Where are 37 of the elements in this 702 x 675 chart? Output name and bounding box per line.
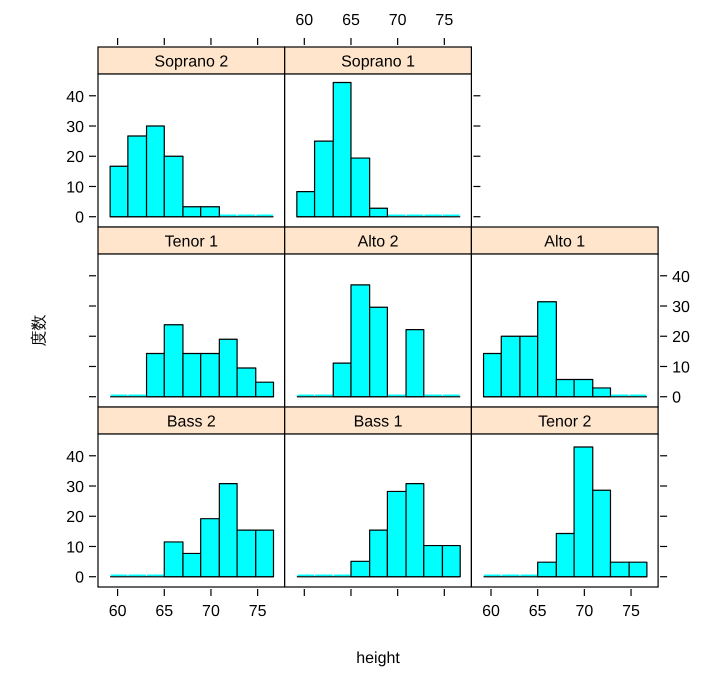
y-tick-label: 40: [672, 268, 690, 286]
chart-title: Soprano 2: [154, 54, 228, 70]
x-tick-label: 70: [202, 603, 220, 620]
y-tick-label: 10: [66, 539, 84, 556]
chart-title: Tenor 1: [164, 234, 218, 250]
x-tick-label: 65: [155, 603, 174, 620]
y-tick-label: 40: [66, 448, 84, 466]
x-tick-label: 75: [435, 12, 454, 29]
chart-title: Tenor 2: [538, 414, 592, 430]
y-tick-label: 30: [66, 119, 84, 136]
x-tick-label: 65: [528, 603, 547, 620]
y-tick-label: 30: [66, 479, 84, 496]
x-tick-label: 60: [295, 12, 314, 29]
y-tick-label: 0: [75, 570, 84, 587]
y-tick-label: 30: [672, 299, 690, 316]
chart-title: Alto 2: [358, 234, 399, 250]
y-axis-title: 度数: [30, 314, 48, 346]
y-tick-label: 0: [672, 390, 682, 407]
chart-title: Bass 1: [354, 414, 403, 430]
y-tick-label: 40: [66, 88, 84, 106]
chart-title: Bass 2: [166, 414, 216, 430]
y-tick-label: 20: [672, 329, 690, 346]
x-tick-label: 70: [388, 12, 407, 29]
x-tick-label: 60: [108, 603, 127, 620]
x-axis-title: height: [356, 650, 400, 667]
y-tick-label: 10: [66, 179, 84, 196]
y-tick-label: 10: [672, 359, 690, 376]
x-tick-label: 75: [622, 603, 640, 620]
y-tick-label: 0: [75, 210, 84, 227]
chart-title: Alto 1: [544, 234, 586, 250]
chart-title: Soprano 1: [341, 54, 416, 70]
x-tick-label: 60: [482, 603, 500, 620]
x-tick-label: 70: [575, 603, 594, 620]
y-tick-label: 20: [66, 149, 84, 166]
x-tick-label: 65: [342, 12, 360, 29]
x-tick-label: 75: [248, 603, 267, 620]
y-tick-label: 20: [66, 509, 84, 526]
